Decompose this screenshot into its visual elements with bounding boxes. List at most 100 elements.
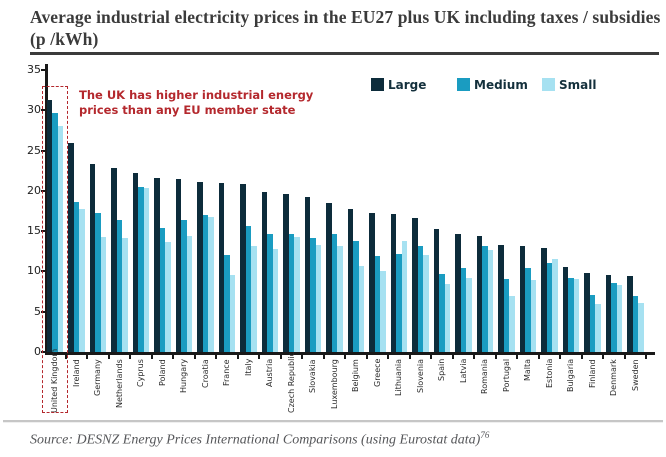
- x-tick-mark-21: [516, 354, 519, 359]
- bar-medium-denmark: [611, 282, 617, 352]
- y-tick-label-30: 30: [27, 103, 41, 117]
- bar-medium-hungary: [181, 219, 187, 352]
- title-underline: [30, 52, 659, 55]
- x-tick-mark-13: [344, 354, 347, 359]
- bar-small-spain: [444, 283, 451, 352]
- x-tick-mark-20: [494, 354, 497, 359]
- x-label-czech-republic: Czech Republic: [286, 352, 296, 413]
- x-tick-mark-18: [451, 354, 454, 359]
- legend-swatch-medium: [457, 78, 470, 91]
- bar-large-latvia: [455, 233, 461, 352]
- title-line-1: Average industrial electricity prices in…: [30, 7, 579, 27]
- x-label-netherlands: Netherlands: [114, 359, 124, 408]
- bar-small-poland: [165, 242, 171, 352]
- x-tick-mark-4: [150, 354, 153, 359]
- y-tick-mark-10: [41, 270, 45, 273]
- y-tick-mark-30: [41, 109, 45, 112]
- x-label-poland: Poland: [157, 359, 167, 386]
- bar-medium-belgium: [353, 240, 359, 352]
- bar-large-france: [218, 182, 225, 352]
- bottom-divider: [3, 420, 663, 423]
- bar-large-hungary: [175, 178, 182, 352]
- bar-small-sweden: [638, 302, 644, 352]
- x-tick-mark-0: [64, 354, 67, 359]
- x-tick-mark-23: [559, 354, 562, 359]
- x-tick-mark-16: [408, 354, 411, 359]
- x-label-sweden: Sweden: [630, 359, 640, 391]
- bar-large-netherlands: [111, 167, 117, 352]
- y-tick-label-35: 35: [27, 63, 41, 76]
- bar-small-austria: [272, 248, 279, 352]
- x-tick-mark-19: [473, 354, 476, 359]
- page-title: Average industrial electricity prices in…: [30, 7, 662, 50]
- y-tick-label-15: 15: [27, 224, 41, 238]
- x-tick-mark-7: [215, 354, 218, 359]
- bar-large-poland: [154, 177, 160, 352]
- bar-small-united-kingdom: [57, 126, 64, 352]
- x-label-austria: Austria: [265, 359, 274, 388]
- bar-small-malta: [530, 279, 537, 352]
- source-footnote-number: 76: [480, 430, 490, 440]
- x-label-france: France: [222, 359, 231, 386]
- bar-small-romania: [487, 250, 494, 352]
- x-label-lithuania: Lithuania: [394, 359, 403, 397]
- x-label-bulgaria: Bulgaria: [566, 359, 575, 393]
- bar-small-belgium: [358, 265, 365, 352]
- bar-medium-cyprus: [138, 186, 144, 352]
- annotation-line-2: prices than any EU member state: [79, 102, 296, 117]
- x-tick-mark-14: [365, 354, 368, 359]
- bar-large-germany: [89, 164, 96, 352]
- x-tick-mark-27: [645, 354, 648, 359]
- bar-large-croatia: [197, 182, 203, 352]
- bar-large-slovenia: [412, 218, 418, 352]
- bar-large-austria: [261, 191, 268, 352]
- x-tick-mark-12: [322, 354, 325, 359]
- bar-large-romania: [476, 235, 483, 352]
- bar-large-portugal: [498, 244, 504, 352]
- x-tick-mark-25: [602, 354, 605, 359]
- bar-medium-malta: [525, 268, 531, 352]
- bar-medium-ireland: [73, 202, 80, 352]
- bar-large-bulgaria: [562, 267, 569, 352]
- x-label-slovakia: Slovakia: [308, 359, 317, 393]
- bar-small-portugal: [509, 296, 515, 352]
- bar-small-greece: [380, 271, 386, 352]
- x-tick-mark-22: [537, 354, 540, 359]
- y-tick-label-10: 10: [27, 264, 41, 278]
- x-label-croatia: Croatia: [200, 359, 210, 388]
- bar-small-luxembourg: [337, 246, 343, 352]
- bar-large-greece: [369, 213, 375, 352]
- bar-small-ireland: [79, 209, 85, 352]
- bar-large-cyprus: [132, 173, 139, 352]
- x-label-portugal: Portugal: [501, 359, 511, 393]
- bar-large-italy: [240, 183, 246, 352]
- bar-small-denmark: [616, 285, 623, 352]
- bar-medium-spain: [439, 273, 445, 352]
- bar-small-bulgaria: [573, 278, 580, 352]
- y-tick-mark-25: [41, 149, 45, 152]
- bar-small-croatia: [208, 217, 214, 352]
- source-line: Source: DESNZ Energy Prices Internationa…: [30, 430, 650, 449]
- x-tick-mark-10: [279, 354, 282, 359]
- bar-medium-bulgaria: [568, 277, 574, 352]
- x-label-latvia: Latvia: [458, 359, 468, 384]
- y-tick-mark-35: [41, 69, 45, 71]
- x-label-estonia: Estonia: [544, 359, 554, 389]
- y-tick-mark-20: [41, 189, 45, 192]
- bar-medium-latvia: [460, 268, 467, 352]
- x-label-cyprus: Cyprus: [136, 359, 145, 387]
- uk-highlight-box: [42, 86, 68, 413]
- x-tick-mark-5: [172, 354, 175, 359]
- x-tick-mark-8: [236, 354, 239, 359]
- bar-small-estonia: [552, 259, 558, 352]
- x-label-italy: Italy: [243, 359, 253, 377]
- plot-area: [45, 70, 655, 352]
- x-label-belgium: Belgium: [351, 359, 360, 392]
- x-tick-mark-24: [580, 354, 583, 359]
- bar-medium-sweden: [632, 296, 639, 352]
- bar-large-luxembourg: [326, 202, 332, 352]
- x-label-finland: Finland: [587, 359, 597, 388]
- annotation-line-1: The UK has higher industrial energy: [79, 88, 314, 102]
- bar-small-netherlands: [122, 237, 128, 352]
